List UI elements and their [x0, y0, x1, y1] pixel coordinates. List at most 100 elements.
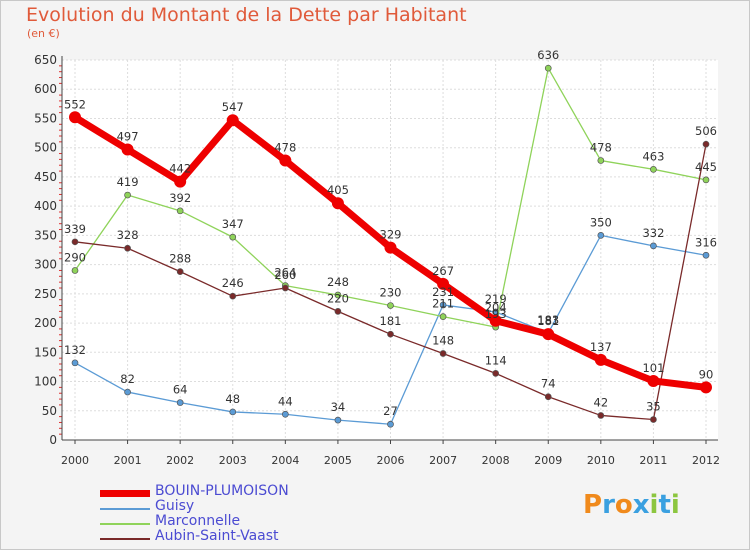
data-point-bouin-plumoison — [700, 381, 712, 394]
data-point-guisy — [176, 399, 184, 406]
data-label-aubin-saint-vaast: 35 — [646, 400, 661, 414]
data-label-bouin-plumoison: 204 — [485, 301, 507, 315]
y-tick-label: 250 — [34, 287, 57, 301]
data-label-guisy: 27 — [383, 404, 398, 418]
data-label-aubin-saint-vaast: 42 — [594, 395, 609, 409]
legend-swatch — [100, 508, 150, 510]
data-point-bouin-plumoison — [647, 374, 660, 387]
data-point-guisy — [229, 408, 237, 416]
legend-swatch — [100, 523, 150, 525]
data-label-guisy: 34 — [331, 400, 346, 414]
data-label-guisy: 219 — [485, 292, 507, 306]
logo-letter: x — [632, 490, 650, 520]
data-point-aubin-saint-vaast — [281, 284, 289, 292]
x-tick-label: 2002 — [166, 454, 194, 467]
data-point-aubin-saint-vaast — [124, 244, 131, 252]
data-point-guisy — [702, 251, 710, 259]
data-label-marconnelle: 419 — [117, 175, 139, 189]
data-point-guisy — [387, 420, 394, 428]
data-label-guisy: 132 — [64, 343, 86, 357]
data-point-bouin-plumoison — [279, 154, 292, 167]
data-label-guisy: 44 — [278, 394, 293, 408]
data-label-bouin-plumoison: 405 — [327, 183, 349, 197]
x-tick-label: 2008 — [482, 454, 510, 467]
legend-label: Marconnelle — [155, 513, 241, 529]
series-lines — [69, 64, 712, 428]
data-point-marconnelle — [597, 157, 605, 164]
data-point-guisy — [650, 242, 657, 250]
data-label-bouin-plumoison: 137 — [590, 340, 612, 354]
legend-swatch — [100, 538, 150, 540]
data-label-aubin-saint-vaast: 114 — [485, 353, 507, 367]
data-label-bouin-plumoison: 497 — [117, 129, 139, 143]
data-point-guisy — [71, 359, 79, 367]
logo-letter: P — [583, 490, 603, 520]
data-label-aubin-saint-vaast: 148 — [432, 333, 454, 347]
grid — [62, 59, 718, 440]
data-label-marconnelle: 347 — [222, 217, 244, 231]
data-label-guisy: 64 — [173, 383, 188, 397]
legend-label: Guisy — [155, 498, 195, 514]
data-point-guisy — [439, 301, 447, 309]
data-label-aubin-saint-vaast: 74 — [541, 377, 556, 391]
data-point-marconnelle — [439, 313, 447, 320]
data-point-marconnelle — [176, 207, 184, 215]
x-tick-label: 2001 — [114, 454, 142, 467]
data-label-bouin-plumoison: 329 — [380, 228, 402, 242]
data-point-bouin-plumoison — [174, 175, 187, 188]
data-labels: 552 497 442 547 478 405 329 267 204 181 137 101 90 13… — [64, 48, 717, 418]
y-tick-label: 150 — [34, 345, 57, 359]
proxiti-logo: Proxiti — [583, 490, 680, 520]
data-label-aubin-saint-vaast: 220 — [327, 291, 349, 305]
data-point-aubin-saint-vaast — [650, 416, 657, 423]
data-label-marconnelle: 636 — [537, 48, 559, 62]
data-label-guisy: 231 — [432, 285, 454, 299]
data-point-aubin-saint-vaast — [176, 268, 184, 275]
y-tick-label: 350 — [34, 228, 57, 242]
data-label-guisy: 332 — [642, 226, 664, 240]
y-tick-label: 100 — [34, 375, 57, 389]
data-label-guisy: 48 — [225, 392, 240, 406]
y-tick-label: 50 — [42, 404, 57, 418]
data-label-aubin-saint-vaast: 246 — [222, 276, 244, 290]
x-tick-label: 2007 — [429, 454, 457, 467]
data-label-bouin-plumoison: 552 — [64, 97, 86, 111]
x-tick-label: 2000 — [61, 454, 89, 467]
data-point-bouin-plumoison — [542, 328, 555, 341]
data-point-guisy — [124, 388, 131, 396]
data-label-marconnelle: 211 — [432, 297, 454, 311]
data-label-aubin-saint-vaast: 339 — [64, 222, 86, 236]
data-point-bouin-plumoison — [384, 241, 397, 254]
data-label-marconnelle: 248 — [327, 275, 349, 289]
data-label-aubin-saint-vaast: 181 — [380, 314, 402, 328]
logo-letter: o — [614, 490, 633, 520]
logo-letter: t — [658, 490, 671, 520]
data-point-aubin-saint-vaast — [492, 370, 500, 377]
data-point-bouin-plumoison — [437, 277, 450, 290]
y-tick-label: 650 — [34, 53, 57, 67]
data-label-marconnelle: 290 — [64, 250, 86, 264]
y-tick-label: 600 — [34, 82, 57, 96]
y-tick-label: 400 — [34, 199, 57, 213]
legend-label: BOUIN-PLUMOISON — [155, 483, 289, 499]
data-point-aubin-saint-vaast — [71, 238, 79, 246]
data-point-aubin-saint-vaast — [439, 350, 447, 357]
data-point-marconnelle — [124, 191, 131, 199]
data-point-aubin-saint-vaast — [334, 308, 342, 315]
data-point-bouin-plumoison — [489, 314, 502, 327]
legend-swatch — [100, 490, 150, 497]
data-point-marconnelle — [71, 267, 79, 274]
data-point-guisy — [334, 416, 342, 424]
y-tick-label: 200 — [34, 316, 57, 330]
data-label-bouin-plumoison: 442 — [169, 162, 191, 176]
data-point-bouin-plumoison — [331, 197, 344, 210]
data-label-marconnelle: 392 — [169, 191, 191, 205]
data-label-marconnelle: 193 — [485, 307, 507, 321]
data-point-guisy — [281, 410, 289, 418]
data-point-aubin-saint-vaast — [597, 412, 605, 419]
legend-label: Aubin-Saint-Vaast — [155, 528, 279, 544]
y-tick-label: 0 — [49, 433, 57, 447]
y-tick-label: 450 — [34, 170, 57, 184]
y-tick-label: 300 — [34, 258, 57, 272]
